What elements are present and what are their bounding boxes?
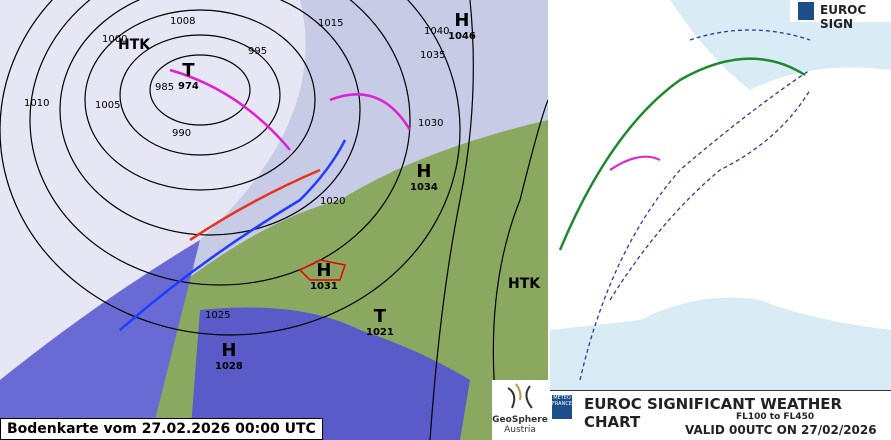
cold-front [119, 139, 347, 331]
warm-front [189, 168, 321, 242]
turbulence-areas [579, 29, 811, 381]
isobar-label: 990 [172, 128, 192, 139]
surface-analysis-map: H 1046 H 1034 H 1031 H 1028 T 974 T 1021 HTK H… [0, 0, 548, 440]
htk-label: HTK [118, 37, 151, 53]
surface-map-background [0, 0, 548, 440]
valid-time: VALID 00UTC ON 27/02/2026 [685, 423, 877, 437]
isobar-label: 1030 [418, 118, 444, 129]
low-pressure-center: T 974 [178, 60, 199, 92]
land [550, 0, 891, 330]
front [609, 155, 661, 171]
occlusion [169, 68, 412, 151]
isobar-label: 1025 [205, 310, 231, 321]
chart-title-block: METEO FRANCE EUROC SIGNIFICANT WEATHER C… [550, 390, 891, 440]
high-pressure-center: H 1031 [310, 260, 338, 292]
meteo-france-logo [798, 2, 814, 20]
logo-graphic [507, 383, 533, 409]
geosphere-logo: GeoSphere Austria [492, 380, 548, 440]
isobar-label: 1005 [95, 100, 121, 111]
isobar-label: 985 [155, 82, 175, 93]
chart-caption: Bodenkarte vom 27.02.2026 00:00 UTC [0, 418, 323, 440]
isobar-label: 1040 [424, 26, 450, 37]
significant-weather-chart: EUROC SIGN METEO FRANCE EUROC SIGNIFICAN… [550, 0, 891, 440]
htk-label: HTK [508, 276, 541, 292]
isobar-label: 1010 [24, 98, 50, 109]
isobar-label: 1008 [170, 16, 196, 27]
isobar-label: 1015 [318, 18, 344, 29]
high-pressure-center: H 1028 [215, 340, 243, 372]
isobars [0, 0, 548, 440]
sigwx-map [550, 0, 891, 381]
isobar-label: 995 [248, 46, 268, 57]
high-pressure-center: H 1034 [410, 161, 438, 193]
flight-levels: FL100 to FL450 [736, 412, 815, 422]
chart-title: EUROC SIGNIFICANT WEATHER CHART [584, 395, 843, 431]
logo-text: GeoSphere [492, 415, 548, 425]
isobar-label: 1000 [102, 34, 128, 45]
jet-stream [558, 57, 806, 251]
logo-text: Austria [504, 425, 536, 435]
isobar-label: 1035 [420, 50, 446, 61]
mediterranean-sea [190, 307, 470, 440]
meteo-france-logo: METEO FRANCE [552, 395, 572, 419]
austria-outline [298, 259, 346, 281]
header-banner: EUROC SIGN [790, 0, 891, 31]
header-title: EUROC SIGN [820, 3, 867, 31]
low-pressure-center: T 1021 [366, 306, 394, 338]
high-pressure-center: H 1046 [448, 10, 476, 42]
atlantic [0, 240, 200, 440]
isobar-label: 1020 [320, 196, 346, 207]
